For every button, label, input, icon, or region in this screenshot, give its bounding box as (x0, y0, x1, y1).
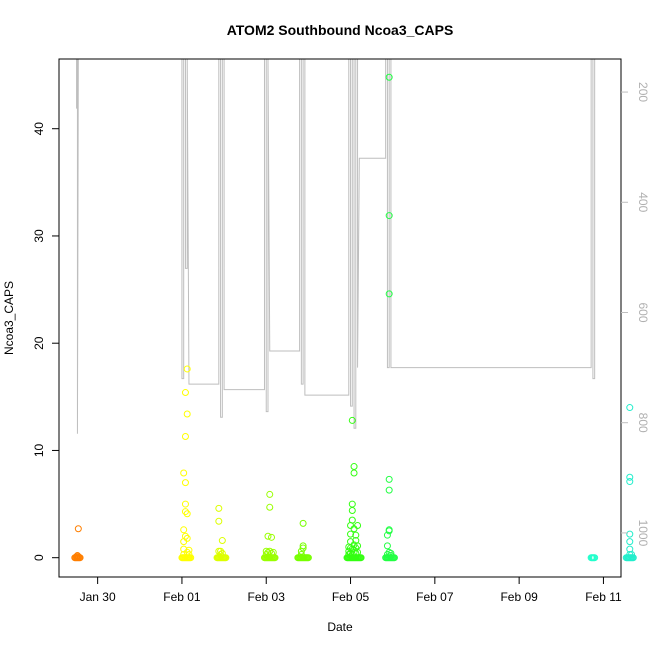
x-tick-label: Feb 11 (585, 590, 622, 604)
data-point (268, 533, 276, 541)
y-tick-label: 20 (32, 336, 46, 350)
data-point (383, 550, 391, 558)
data-point (299, 544, 307, 552)
data-point (385, 290, 393, 298)
data-point (385, 212, 393, 220)
data-point (299, 542, 307, 550)
y-tick-label: 40 (32, 122, 46, 136)
x-tick-label: Feb 09 (500, 590, 538, 604)
data-point (222, 554, 230, 562)
data-point (181, 500, 189, 508)
data-point (73, 552, 81, 560)
data-point (266, 490, 274, 498)
data-point (181, 479, 189, 487)
data-point (357, 554, 365, 562)
data-point (74, 525, 82, 533)
data-point (626, 538, 634, 546)
axes-layer: Jan 30 Feb 01 Feb 03 Feb 05 Feb 07 Feb 09 Feb … (32, 58, 650, 604)
data-point (183, 410, 191, 418)
data-point (347, 530, 355, 538)
data-point (352, 531, 360, 539)
x-tick-label: Feb 05 (332, 590, 370, 604)
data-point (218, 537, 226, 545)
data-point (385, 475, 393, 483)
data-point (348, 416, 356, 424)
plot-frame (58, 58, 622, 578)
data-point (390, 554, 398, 562)
y-axis-label: Ncoa3_CAPS (2, 281, 16, 355)
points-layer (71, 73, 637, 562)
data-point (350, 463, 358, 471)
data-point (183, 510, 191, 518)
data-point (304, 554, 312, 562)
data-point (385, 73, 393, 81)
data-point (74, 553, 82, 561)
data-point (628, 550, 636, 558)
data-point (264, 532, 272, 540)
data-point (387, 549, 395, 557)
y2-tick-label: 400 (636, 192, 650, 212)
x-tick-label: Feb 01 (163, 590, 201, 604)
data-point (626, 404, 634, 412)
data-point (354, 522, 362, 530)
data-point (387, 552, 395, 560)
data-point (626, 473, 634, 481)
data-point (350, 525, 358, 533)
data-point (347, 549, 355, 557)
data-point (183, 365, 191, 373)
x-tick-label: Feb 07 (416, 590, 454, 604)
data-point (626, 478, 634, 486)
data-point (183, 534, 191, 542)
data-point (181, 433, 189, 441)
y2-tick-label: 200 (636, 82, 650, 102)
data-point (185, 550, 193, 558)
data-point (348, 507, 356, 515)
data-point (352, 544, 360, 552)
secondary-series-line (76, 59, 597, 434)
data-point (269, 548, 277, 556)
data-point (385, 527, 393, 535)
data-point (352, 549, 360, 557)
data-point (354, 542, 362, 550)
data-point (299, 519, 307, 527)
x-axis-label: Date (327, 620, 353, 634)
data-point (591, 554, 599, 562)
data-point (266, 547, 274, 555)
y2-tick-label: 600 (636, 302, 650, 322)
data-point (183, 548, 191, 556)
secondary-line-layer (76, 59, 597, 434)
data-point (266, 503, 274, 511)
data-point (217, 550, 225, 558)
y-tick-label: 10 (32, 443, 46, 457)
data-point (385, 486, 393, 494)
y2-tick-label: 800 (636, 413, 650, 433)
data-point (218, 549, 226, 557)
data-point (383, 542, 391, 550)
data-point (268, 549, 276, 557)
data-point (185, 546, 193, 554)
y-tick-label: 30 (32, 229, 46, 243)
data-point (217, 547, 225, 555)
data-point (348, 500, 356, 508)
data-point (297, 550, 305, 558)
data-point (181, 532, 189, 540)
data-point (350, 469, 358, 477)
y2-tick-label: 1000 (636, 520, 650, 547)
data-point (626, 530, 634, 538)
data-point (264, 548, 272, 556)
data-point (180, 526, 188, 534)
y-tick-label: 0 (32, 554, 46, 561)
data-point (181, 508, 189, 516)
data-point (350, 548, 358, 556)
x-tick-label: Feb 03 (248, 590, 286, 604)
data-point (180, 550, 188, 558)
data-point (180, 469, 188, 477)
chart-title: ATOM2 Southbound Ncoa3_CAPS (227, 22, 454, 38)
data-point (215, 504, 223, 512)
data-point (348, 516, 356, 524)
data-point (181, 389, 189, 397)
x-tick-label: Jan 30 (80, 590, 116, 604)
data-point (215, 517, 223, 525)
